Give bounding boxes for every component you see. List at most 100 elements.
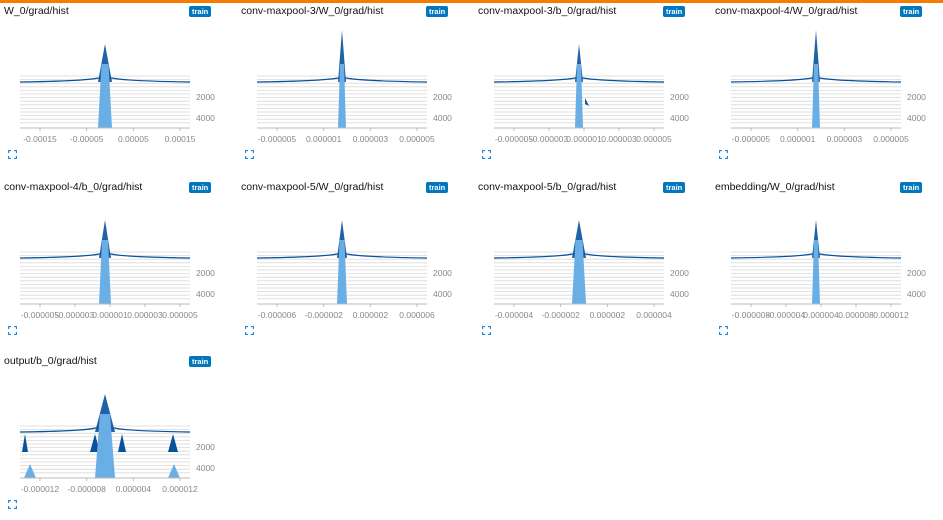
x-tick-label: -0.000002	[305, 310, 344, 320]
expand-icon[interactable]	[482, 150, 491, 159]
y-tick-label: 4000	[907, 289, 926, 299]
x-tick-label: 0.00015	[165, 134, 196, 144]
x-tick-label: 0.000004	[116, 484, 152, 494]
y-tick-label: 4000	[907, 113, 926, 123]
y-tick-label: 2000	[196, 268, 215, 278]
histogram-card: output/b_0/grad/hist train 2000 4000 -0.0000…	[0, 350, 225, 520]
run-badge: train	[189, 6, 212, 17]
x-tick-label: 0.000001	[306, 134, 342, 144]
x-tick-label: 0.000012	[162, 484, 198, 494]
x-tick-label: -0.000005	[21, 310, 60, 320]
histogram-peak	[168, 464, 180, 478]
y-tick-label: 2000	[196, 442, 215, 452]
x-tick-label: -0.000006	[258, 310, 297, 320]
x-tick-label: 0.000003	[127, 310, 163, 320]
x-tick-label: 0.000003	[353, 134, 389, 144]
run-badge: train	[426, 6, 449, 17]
histogram-peak	[572, 240, 586, 304]
histogram-card: conv-maxpool-3/W_0/grad/hist train 2000 400…	[237, 0, 462, 170]
y-tick-label: 2000	[433, 92, 452, 102]
x-tick-label: 0.000005	[399, 134, 435, 144]
card-title: conv-maxpool-4/b_0/grad/hist	[4, 181, 143, 193]
x-tick-label: 0.000001	[92, 310, 128, 320]
histogram-peak	[168, 434, 178, 452]
x-tick-label: 0.000006	[399, 310, 435, 320]
expand-icon[interactable]	[719, 326, 728, 335]
y-tick-label: 2000	[907, 92, 926, 102]
run-badge: train	[663, 182, 686, 193]
x-tick-label: 0.000003	[827, 134, 863, 144]
histogram-chart: 2000 4000 -0.000006 -0.000002 0.000002 0.0000…	[256, 220, 452, 320]
expand-icon[interactable]	[482, 326, 491, 335]
histogram-peak	[585, 98, 589, 106]
histogram-card: embedding/W_0/grad/hist train 2000 4000 -0.0…	[711, 176, 936, 346]
x-tick-label: 0.000012	[873, 310, 909, 320]
card-title: conv-maxpool-5/b_0/grad/hist	[478, 181, 617, 193]
histogram-card: conv-maxpool-3/b_0/grad/hist train 2000 400…	[474, 0, 699, 170]
x-tick-label: -0.000003	[530, 134, 569, 144]
x-tick-label: 0.000004	[636, 310, 672, 320]
histogram-chart: 2000 4000 -0.00015 -0.00005 0.00005 0.00015	[19, 44, 215, 144]
x-tick-label: 0.000001	[566, 134, 602, 144]
histogram-card: conv-maxpool-5/W_0/grad/hist train 2000 400…	[237, 176, 462, 346]
histogram-peak	[338, 64, 346, 128]
histogram-peak	[575, 64, 583, 128]
histogram-peak	[337, 240, 347, 304]
x-tick-label: 0.000004	[803, 310, 839, 320]
x-tick-label: -0.000003	[56, 310, 95, 320]
histogram-peak	[22, 434, 28, 452]
histogram-chart: 2000 4000 -0.000012 -0.000008 0.000004 0.0000…	[19, 394, 215, 494]
y-tick-label: 2000	[670, 92, 689, 102]
y-tick-label: 4000	[196, 463, 215, 473]
y-tick-label: 4000	[670, 289, 689, 299]
top-accent-bar	[0, 0, 943, 3]
card-title: conv-maxpool-4/W_0/grad/hist	[715, 5, 858, 17]
y-tick-label: 4000	[670, 113, 689, 123]
histogram-peak	[24, 464, 36, 478]
y-tick-label: 4000	[433, 289, 452, 299]
y-tick-label: 2000	[196, 92, 215, 102]
x-tick-label: 0.000005	[636, 134, 672, 144]
card-title: embedding/W_0/grad/hist	[715, 181, 835, 193]
histogram-peak	[118, 434, 126, 452]
y-tick-label: 4000	[433, 113, 452, 123]
histogram-peak	[98, 64, 112, 128]
x-tick-label: -0.000005	[258, 134, 297, 144]
x-tick-label: 0.000003	[601, 134, 637, 144]
expand-icon[interactable]	[719, 150, 728, 159]
x-tick-label: 0.000002	[353, 310, 389, 320]
y-tick-label: 2000	[907, 268, 926, 278]
expand-icon[interactable]	[245, 326, 254, 335]
y-tick-label: 2000	[433, 268, 452, 278]
card-title: W_0/grad/hist	[4, 5, 69, 17]
histogram-peak	[812, 240, 820, 304]
histogram-chart: 2000 4000 -0.000005 0.000001 0.000003 0.00000…	[256, 30, 452, 144]
run-badge: train	[189, 356, 212, 367]
x-tick-label: -0.000004	[495, 310, 534, 320]
expand-icon[interactable]	[245, 150, 254, 159]
histogram-peak	[812, 64, 820, 128]
x-tick-label: 0.000005	[162, 310, 198, 320]
histogram-chart: 2000 4000 -0.000005 0.000001 0.000003 0.00000…	[730, 30, 926, 144]
run-badge: train	[189, 182, 212, 193]
x-tick-label: -0.00015	[23, 134, 57, 144]
histogram-card: conv-maxpool-5/b_0/grad/hist train 2000 400…	[474, 176, 699, 346]
x-tick-label: -0.000004	[767, 310, 806, 320]
card-title: output/b_0/grad/hist	[4, 355, 97, 367]
card-title: conv-maxpool-3/b_0/grad/hist	[478, 5, 617, 17]
x-tick-label: -0.00005	[70, 134, 104, 144]
card-title: conv-maxpool-5/W_0/grad/hist	[241, 181, 384, 193]
expand-icon[interactable]	[8, 500, 17, 509]
expand-icon[interactable]	[8, 150, 17, 159]
x-tick-label: -0.000002	[542, 310, 581, 320]
expand-icon[interactable]	[8, 326, 17, 335]
histogram-card: conv-maxpool-4/W_0/grad/hist train 2000 400…	[711, 0, 936, 170]
y-tick-label: 4000	[196, 113, 215, 123]
run-badge: train	[900, 6, 923, 17]
histogram-card: W_0/grad/hist train 2000 4000 -0.00015 -0.000…	[0, 0, 225, 170]
x-tick-label: 0.000002	[590, 310, 626, 320]
histogram-peak	[99, 240, 111, 304]
